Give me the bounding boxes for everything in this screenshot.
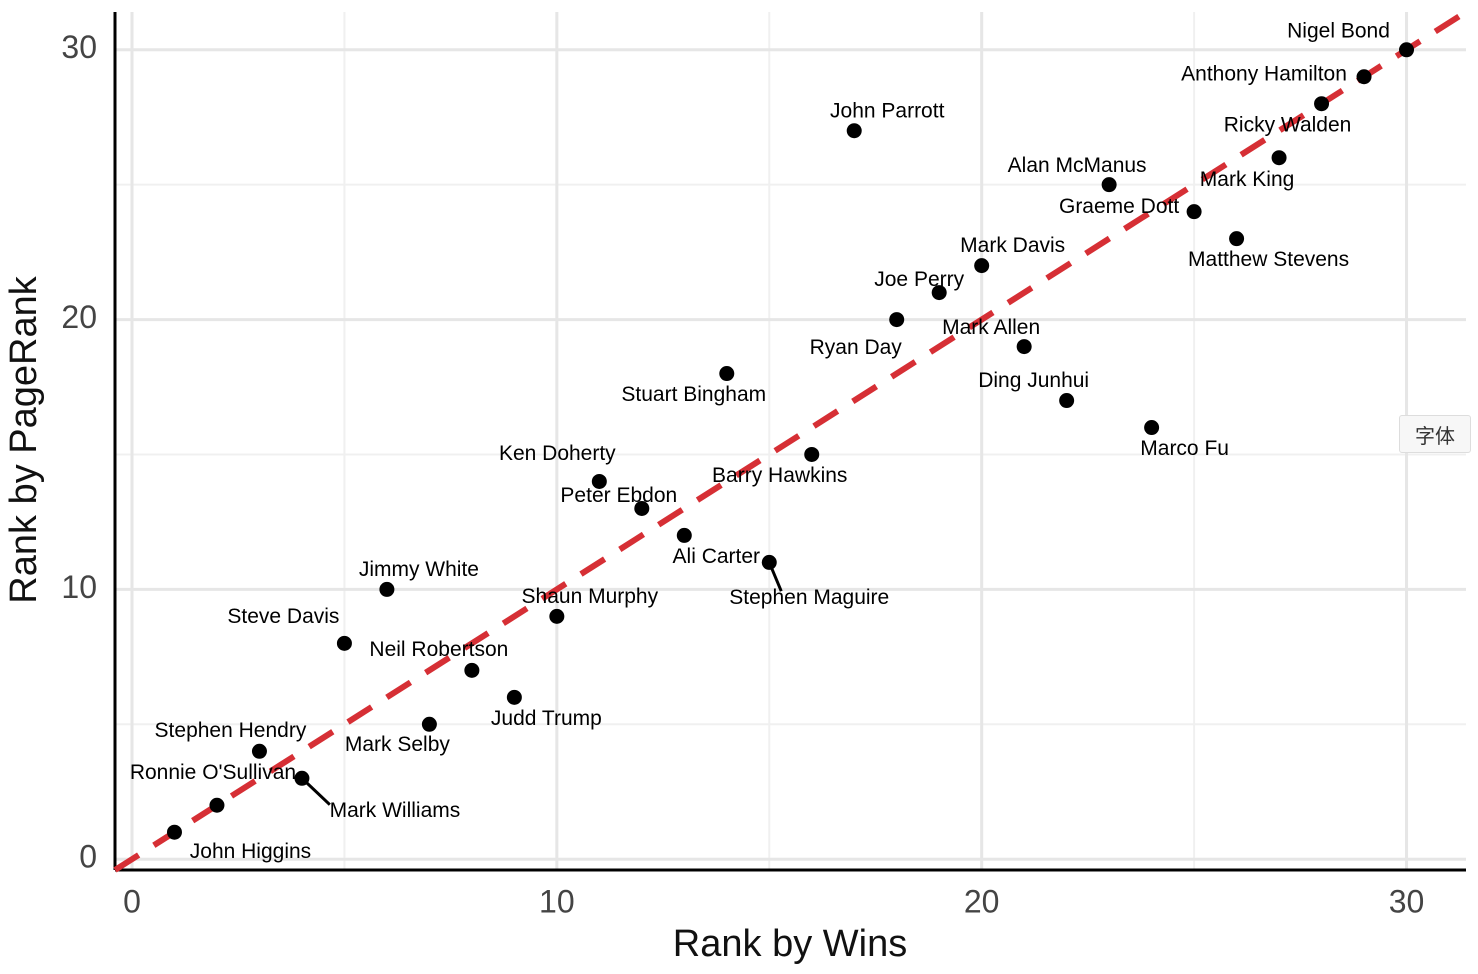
point <box>846 123 862 139</box>
point-label: Joe Perry <box>874 268 964 291</box>
point-label: Stephen Maguire <box>729 586 889 609</box>
point-label: Matthew Stevens <box>1188 248 1349 271</box>
point-label: Marco Fu <box>1140 437 1229 460</box>
point-label: Ronnie O'Sullivan <box>130 761 296 784</box>
point <box>1186 204 1202 220</box>
point <box>1229 231 1245 247</box>
point-label: Stephen Hendry <box>155 719 307 742</box>
point <box>676 527 692 543</box>
y-tick-label: 10 <box>61 569 97 605</box>
point-label: Shaun Murphy <box>522 585 659 608</box>
y-tick-label: 0 <box>79 839 97 875</box>
point-label: Judd Trump <box>491 707 602 730</box>
point <box>761 554 777 570</box>
point-label: Mark Allen <box>942 316 1040 339</box>
point <box>1314 96 1330 112</box>
font-button[interactable]: 字体 <box>1399 415 1471 453</box>
point <box>889 312 905 328</box>
point-label: Mark Davis <box>960 234 1065 257</box>
reference-line <box>113 9 1468 873</box>
point-label: John Higgins <box>190 840 311 863</box>
y-tick-label: 30 <box>61 29 97 65</box>
point <box>1016 339 1032 355</box>
point-label: Ali Carter <box>673 545 761 568</box>
point-label: Anthony Hamilton <box>1181 62 1347 85</box>
point-label: Graeme Dott <box>1059 195 1179 218</box>
x-tick-label: 20 <box>964 883 1000 919</box>
point-label: Mark King <box>1200 168 1295 191</box>
point-label: Ryan Day <box>810 336 903 359</box>
point <box>974 258 990 274</box>
point-label: Barry Hawkins <box>712 464 847 487</box>
point <box>294 770 310 786</box>
point-label: Stuart Bingham <box>621 383 766 406</box>
point-label: Mark Williams <box>330 799 461 822</box>
point-label: Ding Junhui <box>978 369 1089 392</box>
point <box>421 716 437 732</box>
point-label: Ken Doherty <box>499 442 616 465</box>
point-label: John Parrott <box>830 99 945 122</box>
point <box>209 797 225 813</box>
point <box>1101 177 1117 193</box>
point <box>931 285 947 301</box>
point <box>166 824 182 840</box>
point-label: Nigel Bond <box>1287 19 1390 42</box>
point <box>464 662 480 678</box>
x-tick-label: 30 <box>1389 883 1425 919</box>
point <box>379 581 395 597</box>
point <box>634 500 650 516</box>
x-tick-label: 0 <box>123 883 141 919</box>
point-label: Peter Ebdon <box>560 484 677 507</box>
point-label: Mark Selby <box>345 733 451 756</box>
point <box>1144 420 1160 436</box>
point-label: Neil Robertson <box>369 638 508 661</box>
point <box>1059 393 1075 409</box>
point <box>549 608 565 624</box>
x-tick-label: 10 <box>539 883 575 919</box>
point-label: Steve Davis <box>227 605 339 628</box>
x-axis-label: Rank by Wins <box>673 923 907 965</box>
point <box>1399 42 1415 58</box>
y-tick-label: 20 <box>61 299 97 335</box>
point <box>804 446 820 462</box>
point <box>591 473 607 489</box>
point <box>251 743 267 759</box>
point-label: Jimmy White <box>359 558 479 581</box>
point <box>1356 69 1372 85</box>
point <box>506 689 522 705</box>
point <box>719 366 735 382</box>
point <box>336 635 352 651</box>
point-label: Ricky Walden <box>1224 113 1352 136</box>
y-axis-label: Rank by PageRank <box>3 275 45 603</box>
point-label: Alan McManus <box>1008 154 1147 177</box>
point <box>1271 150 1287 166</box>
